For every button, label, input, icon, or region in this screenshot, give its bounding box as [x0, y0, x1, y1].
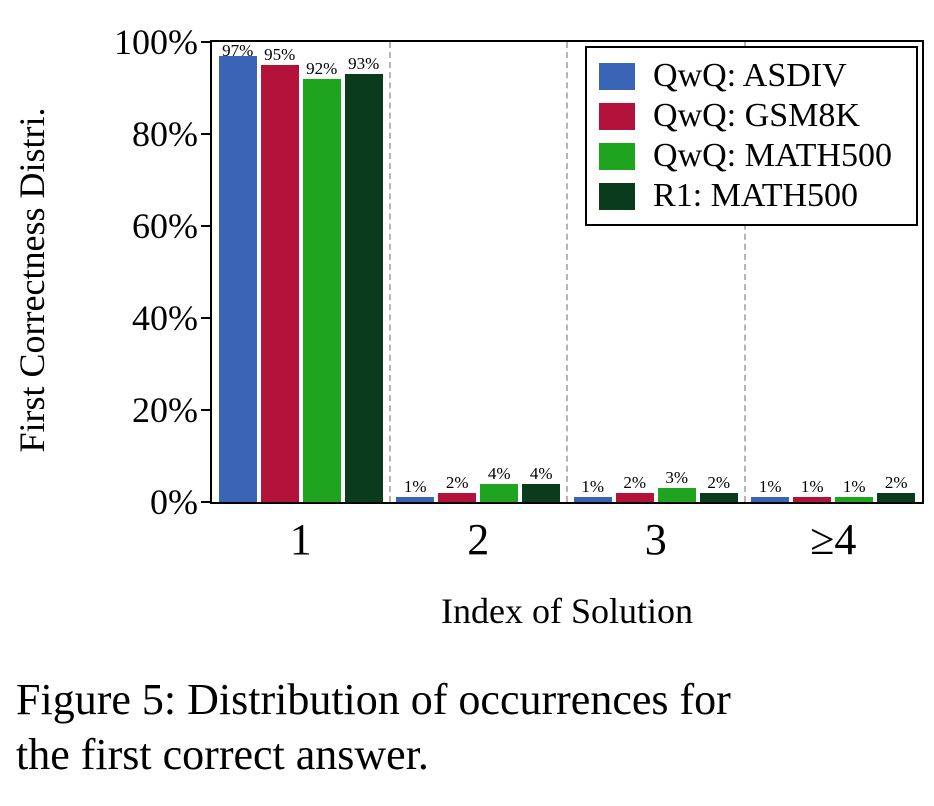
bar — [751, 497, 790, 502]
bar-value-label: 1% — [581, 477, 605, 497]
y-tick-label: 100% — [114, 22, 198, 62]
bar — [573, 497, 612, 502]
legend-entry-label: QwQ: ASDIV — [653, 57, 847, 94]
bar-value-label: 1% — [800, 477, 824, 497]
bar-value-label: 92% — [306, 58, 338, 78]
bar — [835, 497, 874, 502]
legend-entry: R1: MATH500 — [599, 176, 892, 216]
y-axis-label: First Correctness Distri. — [12, 107, 52, 453]
figure-caption: Figure 5: Distribution of occurrences fo… — [16, 675, 731, 779]
legend-entry-label: QwQ: GSM8K — [653, 97, 860, 134]
y-tick-label: 20% — [132, 390, 198, 430]
legend-color-swatch — [599, 142, 636, 170]
y-tick-mark — [201, 225, 210, 227]
y-tick-label: 60% — [132, 206, 198, 246]
bar — [699, 492, 738, 502]
y-tick-label: 80% — [132, 114, 198, 154]
bar — [657, 488, 696, 502]
legend-entry: QwQ: GSM8K — [599, 96, 892, 136]
x-axis-label: Index of Solution — [441, 591, 693, 631]
legend-entry-label: R1: MATH500 — [653, 177, 859, 214]
y-tick-label: 40% — [132, 298, 198, 338]
bar-value-label: 3% — [665, 468, 689, 488]
legend-color-swatch — [599, 62, 636, 90]
bar-value-label: 97% — [222, 41, 254, 60]
y-tick-mark — [201, 41, 210, 43]
bar — [218, 55, 257, 502]
y-tick-mark — [201, 409, 210, 411]
x-tick-label: 3 — [644, 515, 667, 564]
y-tick-mark — [201, 501, 210, 503]
group-separator-line — [566, 42, 568, 502]
legend-entry-label: QwQ: MATH500 — [653, 137, 892, 174]
bar-value-label: 2% — [884, 472, 908, 492]
x-tick-label: 1 — [289, 515, 312, 564]
bar — [615, 492, 654, 502]
bar-value-label: 2% — [623, 472, 647, 492]
bar — [396, 497, 435, 502]
group-separator-line — [388, 42, 391, 502]
group-separator-line — [743, 42, 746, 502]
legend-color-swatch — [599, 102, 636, 130]
plot-area: QwQ: ASDIV QwQ: GSM8K QwQ: MATH500 R1: MATH… — [210, 40, 924, 504]
bar-value-label: 4% — [529, 463, 553, 483]
bar-value-label: 2% — [445, 472, 469, 492]
bar — [302, 78, 341, 502]
legend: QwQ: ASDIV QwQ: GSM8K QwQ: MATH500 R1: MATH… — [585, 46, 918, 226]
bar — [480, 483, 519, 502]
bar — [522, 483, 561, 502]
bar-value-label: 93% — [348, 54, 380, 74]
bar — [344, 74, 383, 502]
bar-value-label: 4% — [487, 463, 511, 483]
bar-value-label: 1% — [842, 477, 866, 497]
y-tick-mark — [201, 317, 210, 319]
bar-value-label: 1% — [758, 477, 782, 497]
bar — [438, 492, 477, 502]
bar-value-label: 2% — [707, 472, 731, 492]
bar — [877, 492, 916, 502]
bar-value-label: 95% — [264, 45, 296, 64]
x-tick-label: 2 — [467, 515, 490, 564]
bar — [793, 497, 832, 502]
legend-entry: QwQ: ASDIV — [599, 56, 892, 96]
legend-color-swatch — [599, 182, 636, 210]
y-tick-label: 0% — [150, 482, 198, 522]
bar — [260, 65, 299, 502]
legend-entry: QwQ: MATH500 — [599, 136, 892, 176]
x-tick-label: ≥4 — [810, 515, 857, 564]
bar-value-label: 1% — [403, 477, 427, 497]
y-tick-mark — [201, 133, 210, 135]
